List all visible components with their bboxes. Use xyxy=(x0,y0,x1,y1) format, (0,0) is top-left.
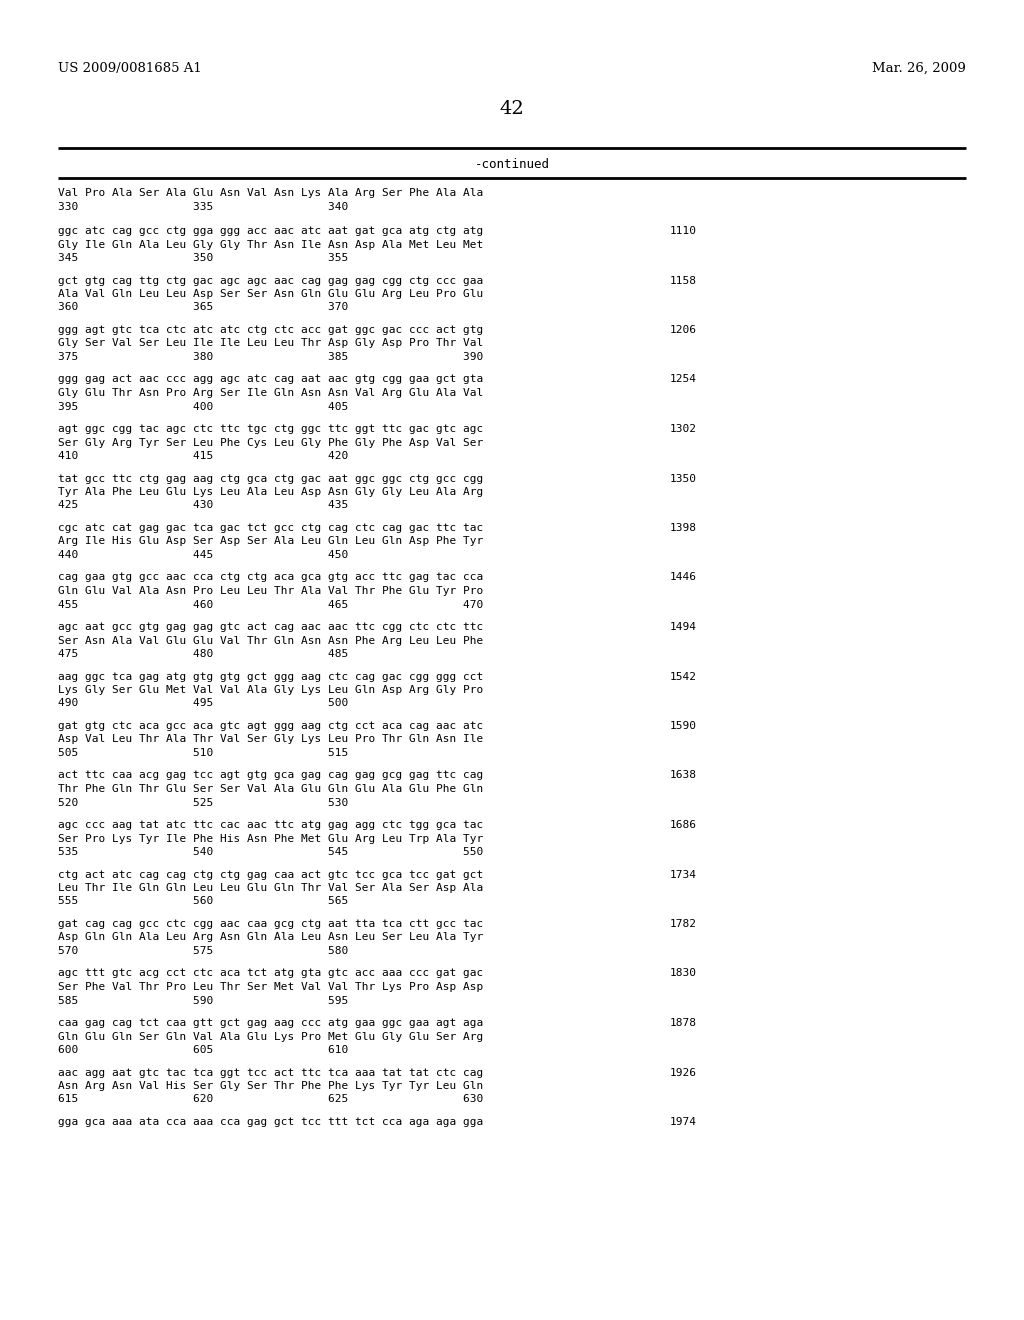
Text: -continued: -continued xyxy=(474,158,550,172)
Text: 330                 335                 340: 330 335 340 xyxy=(58,202,348,211)
Text: Gly Glu Thr Asn Pro Arg Ser Ile Gln Asn Asn Val Arg Glu Ala Val: Gly Glu Thr Asn Pro Arg Ser Ile Gln Asn … xyxy=(58,388,483,399)
Text: 1158: 1158 xyxy=(670,276,697,285)
Text: 42: 42 xyxy=(500,100,524,117)
Text: 585                 590                 595: 585 590 595 xyxy=(58,995,348,1006)
Text: 555                 560                 565: 555 560 565 xyxy=(58,896,348,907)
Text: 1254: 1254 xyxy=(670,375,697,384)
Text: 475                 480                 485: 475 480 485 xyxy=(58,649,348,659)
Text: Ser Asn Ala Val Glu Glu Val Thr Gln Asn Asn Phe Arg Leu Leu Phe: Ser Asn Ala Val Glu Glu Val Thr Gln Asn … xyxy=(58,635,483,645)
Text: 1110: 1110 xyxy=(670,226,697,236)
Text: 375                 380                 385                 390: 375 380 385 390 xyxy=(58,352,483,362)
Text: 570                 575                 580: 570 575 580 xyxy=(58,946,348,956)
Text: Lys Gly Ser Glu Met Val Val Ala Gly Lys Leu Gln Asp Arg Gly Pro: Lys Gly Ser Glu Met Val Val Ala Gly Lys … xyxy=(58,685,483,696)
Text: 440                 445                 450: 440 445 450 xyxy=(58,550,348,560)
Text: agc ccc aag tat atc ttc cac aac ttc atg gag agg ctc tgg gca tac: agc ccc aag tat atc ttc cac aac ttc atg … xyxy=(58,820,483,830)
Text: 1782: 1782 xyxy=(670,919,697,929)
Text: caa gag cag tct caa gtt gct gag aag ccc atg gaa ggc gaa agt aga: caa gag cag tct caa gtt gct gag aag ccc … xyxy=(58,1018,483,1028)
Text: 1542: 1542 xyxy=(670,672,697,681)
Text: Thr Phe Gln Thr Glu Ser Ser Val Ala Glu Gln Glu Ala Glu Phe Gln: Thr Phe Gln Thr Glu Ser Ser Val Ala Glu … xyxy=(58,784,483,795)
Text: ggg gag act aac ccc agg agc atc cag aat aac gtg cgg gaa gct gta: ggg gag act aac ccc agg agc atc cag aat … xyxy=(58,375,483,384)
Text: 615                 620                 625                 630: 615 620 625 630 xyxy=(58,1094,483,1105)
Text: Tyr Ala Phe Leu Glu Lys Leu Ala Leu Asp Asn Gly Gly Leu Ala Arg: Tyr Ala Phe Leu Glu Lys Leu Ala Leu Asp … xyxy=(58,487,483,498)
Text: 520                 525                 530: 520 525 530 xyxy=(58,797,348,808)
Text: 1446: 1446 xyxy=(670,573,697,582)
Text: agt ggc cgg tac agc ctc ttc tgc ctg ggc ttc ggt ttc gac gtc agc: agt ggc cgg tac agc ctc ttc tgc ctg ggc … xyxy=(58,424,483,434)
Text: US 2009/0081685 A1: US 2009/0081685 A1 xyxy=(58,62,202,75)
Text: agc aat gcc gtg gag gag gtc act cag aac aac ttc cgg ctc ctc ttc: agc aat gcc gtg gag gag gtc act cag aac … xyxy=(58,622,483,632)
Text: ctg act atc cag cag ctg ctg gag caa act gtc tcc gca tcc gat gct: ctg act atc cag cag ctg ctg gag caa act … xyxy=(58,870,483,879)
Text: Asp Val Leu Thr Ala Thr Val Ser Gly Lys Leu Pro Thr Gln Asn Ile: Asp Val Leu Thr Ala Thr Val Ser Gly Lys … xyxy=(58,734,483,744)
Text: Ala Val Gln Leu Leu Asp Ser Ser Asn Gln Glu Glu Arg Leu Pro Glu: Ala Val Gln Leu Leu Asp Ser Ser Asn Gln … xyxy=(58,289,483,300)
Text: 1926: 1926 xyxy=(670,1068,697,1077)
Text: Leu Thr Ile Gln Gln Leu Leu Glu Gln Thr Val Ser Ala Ser Asp Ala: Leu Thr Ile Gln Gln Leu Leu Glu Gln Thr … xyxy=(58,883,483,894)
Text: Mar. 26, 2009: Mar. 26, 2009 xyxy=(872,62,966,75)
Text: 1830: 1830 xyxy=(670,969,697,978)
Text: Ser Pro Lys Tyr Ile Phe His Asn Phe Met Glu Arg Leu Trp Ala Tyr: Ser Pro Lys Tyr Ile Phe His Asn Phe Met … xyxy=(58,833,483,843)
Text: 1302: 1302 xyxy=(670,424,697,434)
Text: 1878: 1878 xyxy=(670,1018,697,1028)
Text: tat gcc ttc ctg gag aag ctg gca ctg gac aat ggc ggc ctg gcc cgg: tat gcc ttc ctg gag aag ctg gca ctg gac … xyxy=(58,474,483,483)
Text: 1206: 1206 xyxy=(670,325,697,335)
Text: gga gca aaa ata cca aaa cca gag gct tcc ttt tct cca aga aga gga: gga gca aaa ata cca aaa cca gag gct tcc … xyxy=(58,1117,483,1127)
Text: agc ttt gtc acg cct ctc aca tct atg gta gtc acc aaa ccc gat gac: agc ttt gtc acg cct ctc aca tct atg gta … xyxy=(58,969,483,978)
Text: 535                 540                 545                 550: 535 540 545 550 xyxy=(58,847,483,857)
Text: Val Pro Ala Ser Ala Glu Asn Val Asn Lys Ala Arg Ser Phe Ala Ala: Val Pro Ala Ser Ala Glu Asn Val Asn Lys … xyxy=(58,187,483,198)
Text: 1734: 1734 xyxy=(670,870,697,879)
Text: Asn Arg Asn Val His Ser Gly Ser Thr Phe Phe Lys Tyr Tyr Leu Gln: Asn Arg Asn Val His Ser Gly Ser Thr Phe … xyxy=(58,1081,483,1092)
Text: Asp Gln Gln Ala Leu Arg Asn Gln Ala Leu Asn Leu Ser Leu Ala Tyr: Asp Gln Gln Ala Leu Arg Asn Gln Ala Leu … xyxy=(58,932,483,942)
Text: Ser Phe Val Thr Pro Leu Thr Ser Met Val Val Thr Lys Pro Asp Asp: Ser Phe Val Thr Pro Leu Thr Ser Met Val … xyxy=(58,982,483,993)
Text: 455                 460                 465                 470: 455 460 465 470 xyxy=(58,599,483,610)
Text: act ttc caa acg gag tcc agt gtg gca gag cag gag gcg gag ttc cag: act ttc caa acg gag tcc agt gtg gca gag … xyxy=(58,771,483,780)
Text: gat gtg ctc aca gcc aca gtc agt ggg aag ctg cct aca cag aac atc: gat gtg ctc aca gcc aca gtc agt ggg aag … xyxy=(58,721,483,731)
Text: Gly Ile Gln Ala Leu Gly Gly Thr Asn Ile Asn Asp Ala Met Leu Met: Gly Ile Gln Ala Leu Gly Gly Thr Asn Ile … xyxy=(58,239,483,249)
Text: 1494: 1494 xyxy=(670,622,697,632)
Text: cgc atc cat gag gac tca gac tct gcc ctg cag ctc cag gac ttc tac: cgc atc cat gag gac tca gac tct gcc ctg … xyxy=(58,523,483,533)
Text: Gly Ser Val Ser Leu Ile Ile Leu Leu Thr Asp Gly Asp Pro Thr Val: Gly Ser Val Ser Leu Ile Ile Leu Leu Thr … xyxy=(58,338,483,348)
Text: 360                 365                 370: 360 365 370 xyxy=(58,302,348,313)
Text: 425                 430                 435: 425 430 435 xyxy=(58,500,348,511)
Text: cag gaa gtg gcc aac cca ctg ctg aca gca gtg acc ttc gag tac cca: cag gaa gtg gcc aac cca ctg ctg aca gca … xyxy=(58,573,483,582)
Text: gct gtg cag ttg ctg gac agc agc aac cag gag gag cgg ctg ccc gaa: gct gtg cag ttg ctg gac agc agc aac cag … xyxy=(58,276,483,285)
Text: 1638: 1638 xyxy=(670,771,697,780)
Text: 1590: 1590 xyxy=(670,721,697,731)
Text: 1974: 1974 xyxy=(670,1117,697,1127)
Text: aag ggc tca gag atg gtg gtg gct ggg aag ctc cag gac cgg ggg cct: aag ggc tca gag atg gtg gtg gct ggg aag … xyxy=(58,672,483,681)
Text: aac agg aat gtc tac tca ggt tcc act ttc tca aaa tat tat ctc cag: aac agg aat gtc tac tca ggt tcc act ttc … xyxy=(58,1068,483,1077)
Text: ggg agt gtc tca ctc atc atc ctg ctc acc gat ggc gac ccc act gtg: ggg agt gtc tca ctc atc atc ctg ctc acc … xyxy=(58,325,483,335)
Text: 1686: 1686 xyxy=(670,820,697,830)
Text: 395                 400                 405: 395 400 405 xyxy=(58,401,348,412)
Text: ggc atc cag gcc ctg gga ggg acc aac atc aat gat gca atg ctg atg: ggc atc cag gcc ctg gga ggg acc aac atc … xyxy=(58,226,483,236)
Text: Arg Ile His Glu Asp Ser Asp Ser Ala Leu Gln Leu Gln Asp Phe Tyr: Arg Ile His Glu Asp Ser Asp Ser Ala Leu … xyxy=(58,536,483,546)
Text: Ser Gly Arg Tyr Ser Leu Phe Cys Leu Gly Phe Gly Phe Asp Val Ser: Ser Gly Arg Tyr Ser Leu Phe Cys Leu Gly … xyxy=(58,437,483,447)
Text: 1398: 1398 xyxy=(670,523,697,533)
Text: Gln Glu Val Ala Asn Pro Leu Leu Thr Ala Val Thr Phe Glu Tyr Pro: Gln Glu Val Ala Asn Pro Leu Leu Thr Ala … xyxy=(58,586,483,597)
Text: 490                 495                 500: 490 495 500 xyxy=(58,698,348,709)
Text: 410                 415                 420: 410 415 420 xyxy=(58,451,348,461)
Text: 505                 510                 515: 505 510 515 xyxy=(58,748,348,758)
Text: 345                 350                 355: 345 350 355 xyxy=(58,253,348,263)
Text: Gln Glu Gln Ser Gln Val Ala Glu Lys Pro Met Glu Gly Glu Ser Arg: Gln Glu Gln Ser Gln Val Ala Glu Lys Pro … xyxy=(58,1031,483,1041)
Text: 1350: 1350 xyxy=(670,474,697,483)
Text: 600                 605                 610: 600 605 610 xyxy=(58,1045,348,1055)
Text: gat cag cag gcc ctc cgg aac caa gcg ctg aat tta tca ctt gcc tac: gat cag cag gcc ctc cgg aac caa gcg ctg … xyxy=(58,919,483,929)
